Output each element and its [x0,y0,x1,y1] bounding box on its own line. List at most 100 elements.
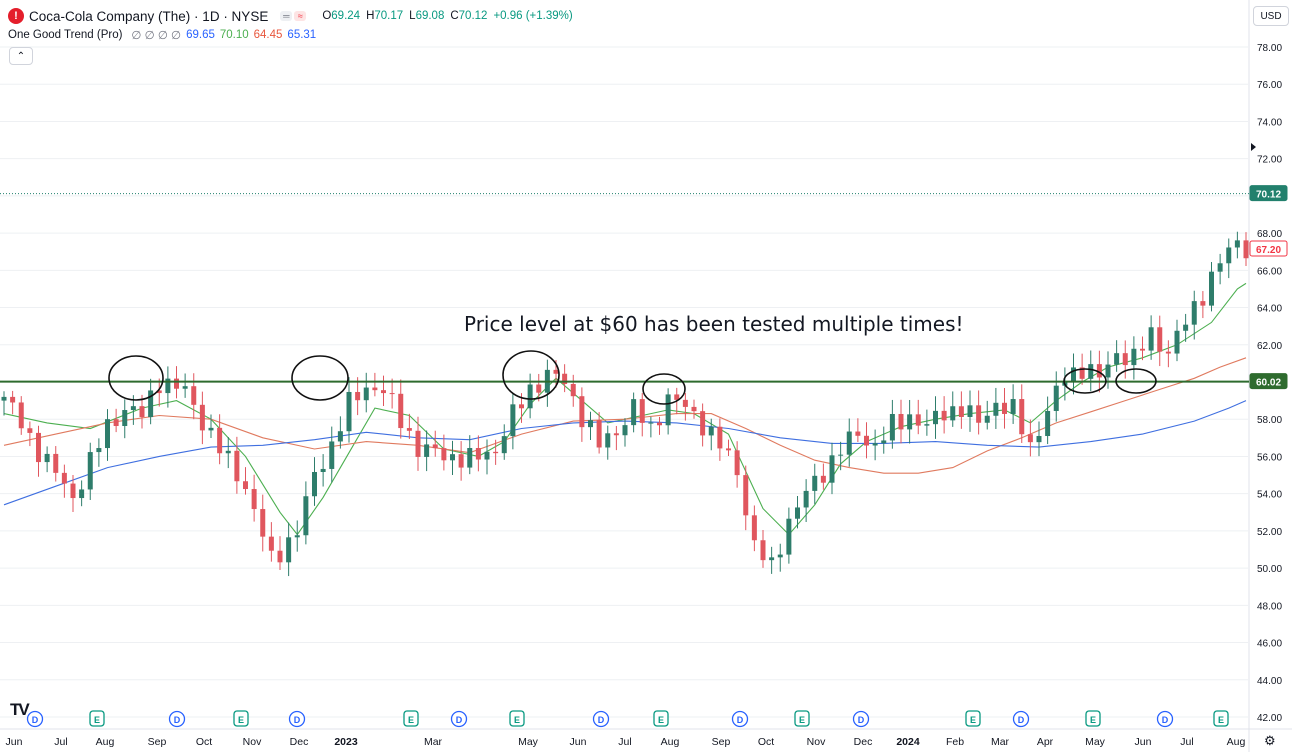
earnings-marker-letter: E [799,715,805,725]
currency-selector[interactable]: USD [1253,6,1289,26]
y-tick-label: 62.00 [1257,341,1282,352]
x-axis-label: Jul [1180,736,1193,748]
candle-body [950,406,956,421]
candle-body [346,391,352,432]
candle-body [320,468,326,472]
ohlc-readout: O69.24 H70.17 L69.08 C70.12 +0.96 (+1.39… [322,10,572,22]
support-price-label: 60.02 [1249,373,1288,390]
candle-body [312,471,317,497]
x-axis-label: Nov [807,736,826,748]
earnings-event-icon[interactable]: E [509,710,525,727]
indicator-value-3: 64.45 [253,29,283,41]
dividend-marker-letter: D [456,715,463,725]
candle-body [1079,367,1085,379]
candle-body [803,490,809,508]
dividend-event-icon[interactable]: D [592,710,610,728]
dividend-event-icon[interactable]: D [26,710,44,728]
retest-circle-annotation [108,355,164,401]
candle-body [130,406,136,411]
candle-body [1027,434,1033,443]
candle-body [631,399,637,426]
candle-body [27,428,33,433]
candle-body [208,427,214,431]
candle-body [389,393,395,395]
earnings-event-icon[interactable]: E [233,710,249,727]
delayed-data-icon[interactable]: ≈ [294,11,307,21]
x-axis-label: Sep [712,736,731,748]
dividend-event-icon[interactable]: D [1012,710,1030,728]
earnings-marker-letter: E [94,715,100,725]
collapse-legend-button[interactable]: ⌃ [9,47,33,65]
market-status-icon[interactable]: ═ [280,11,293,21]
candle-body [61,472,67,484]
dividend-marker-letter: D [858,715,865,725]
dividend-event-icon[interactable]: D [450,710,468,728]
candle-body [70,483,76,499]
candle-body [165,378,171,394]
current-price-label-text: 70.12 [1256,190,1281,201]
candle-body [648,422,654,424]
dividend-marker [1156,710,1174,728]
candle-body [682,399,688,407]
earnings-marker-letter: E [658,715,664,725]
dividend-event-icon[interactable]: D [288,710,306,728]
candle-body [751,515,757,541]
earnings-marker [1085,710,1101,727]
candle-body [432,444,438,449]
y-tick-label: 54.00 [1257,490,1282,501]
dividend-event-icon[interactable]: D [168,710,186,728]
support-price-label-bg [1249,373,1288,390]
support-price-label-text: 60.02 [1256,378,1281,389]
last-close-label-bg [1249,240,1288,257]
candle-body [1157,327,1163,352]
symbol-title[interactable]: Coca-Cola Company (The) · 1D · NYSE [29,8,269,24]
earnings-event-icon[interactable]: E [1213,710,1229,727]
candle-body [829,455,835,483]
x-axis-label: Nov [243,736,262,748]
x-axis-label: Sep [148,736,167,748]
y-tick-label: 52.00 [1257,527,1282,538]
candle-body [657,422,662,426]
tradingview-logo-icon[interactable]: TV [10,700,30,719]
candle-body [1200,301,1206,306]
settings-gear-icon[interactable]: ⚙ [1264,733,1276,748]
earnings-event-icon[interactable]: E [403,710,419,727]
x-axis-label: Mar [991,736,1010,748]
retest-circle-annotation [642,373,686,405]
earnings-event-icon[interactable]: E [965,710,981,727]
retest-circle-annotation [291,355,349,401]
annotation-text: Price level at $60 has been tested multi… [464,312,964,336]
dividend-marker [288,710,306,728]
dividend-event-icon[interactable]: D [852,710,870,728]
candle-body [1131,348,1137,366]
earnings-event-icon[interactable]: E [1085,710,1101,727]
candle-body [294,535,300,538]
candle-body [760,540,766,561]
indicator-name[interactable]: One Good Trend (Pro) [8,29,123,41]
candle-body [708,426,714,436]
y-tick-label: 78.00 [1257,43,1282,54]
candle-body [113,419,119,427]
indicator-toggle-icons[interactable]: ∅ ∅ ∅ ∅ [131,30,182,42]
candle-body [1053,385,1059,411]
candle-body [898,413,904,430]
earnings-marker [233,710,249,727]
dividend-event-icon[interactable]: D [1156,710,1174,728]
candle-body [286,537,292,563]
earnings-event-icon[interactable]: E [794,710,810,727]
candle-body [156,390,162,394]
current-price-label-bg [1249,185,1288,202]
candle-body [355,391,361,401]
y-tick-label: 46.00 [1257,639,1282,650]
earnings-event-icon[interactable]: E [653,710,669,727]
dividend-event-icon[interactable]: D [731,710,749,728]
candle-body [1140,348,1145,351]
candle-body [381,390,386,394]
candle-body [622,425,628,436]
indicator-legend[interactable]: One Good Trend (Pro) ∅ ∅ ∅ ∅ 69.65 70.10… [8,27,316,43]
ohlc-high: H70.17 [366,10,404,22]
dividend-marker-letter: D [737,715,744,725]
earnings-event-icon[interactable]: E [89,710,105,727]
x-axis-label: 2023 [334,736,358,748]
